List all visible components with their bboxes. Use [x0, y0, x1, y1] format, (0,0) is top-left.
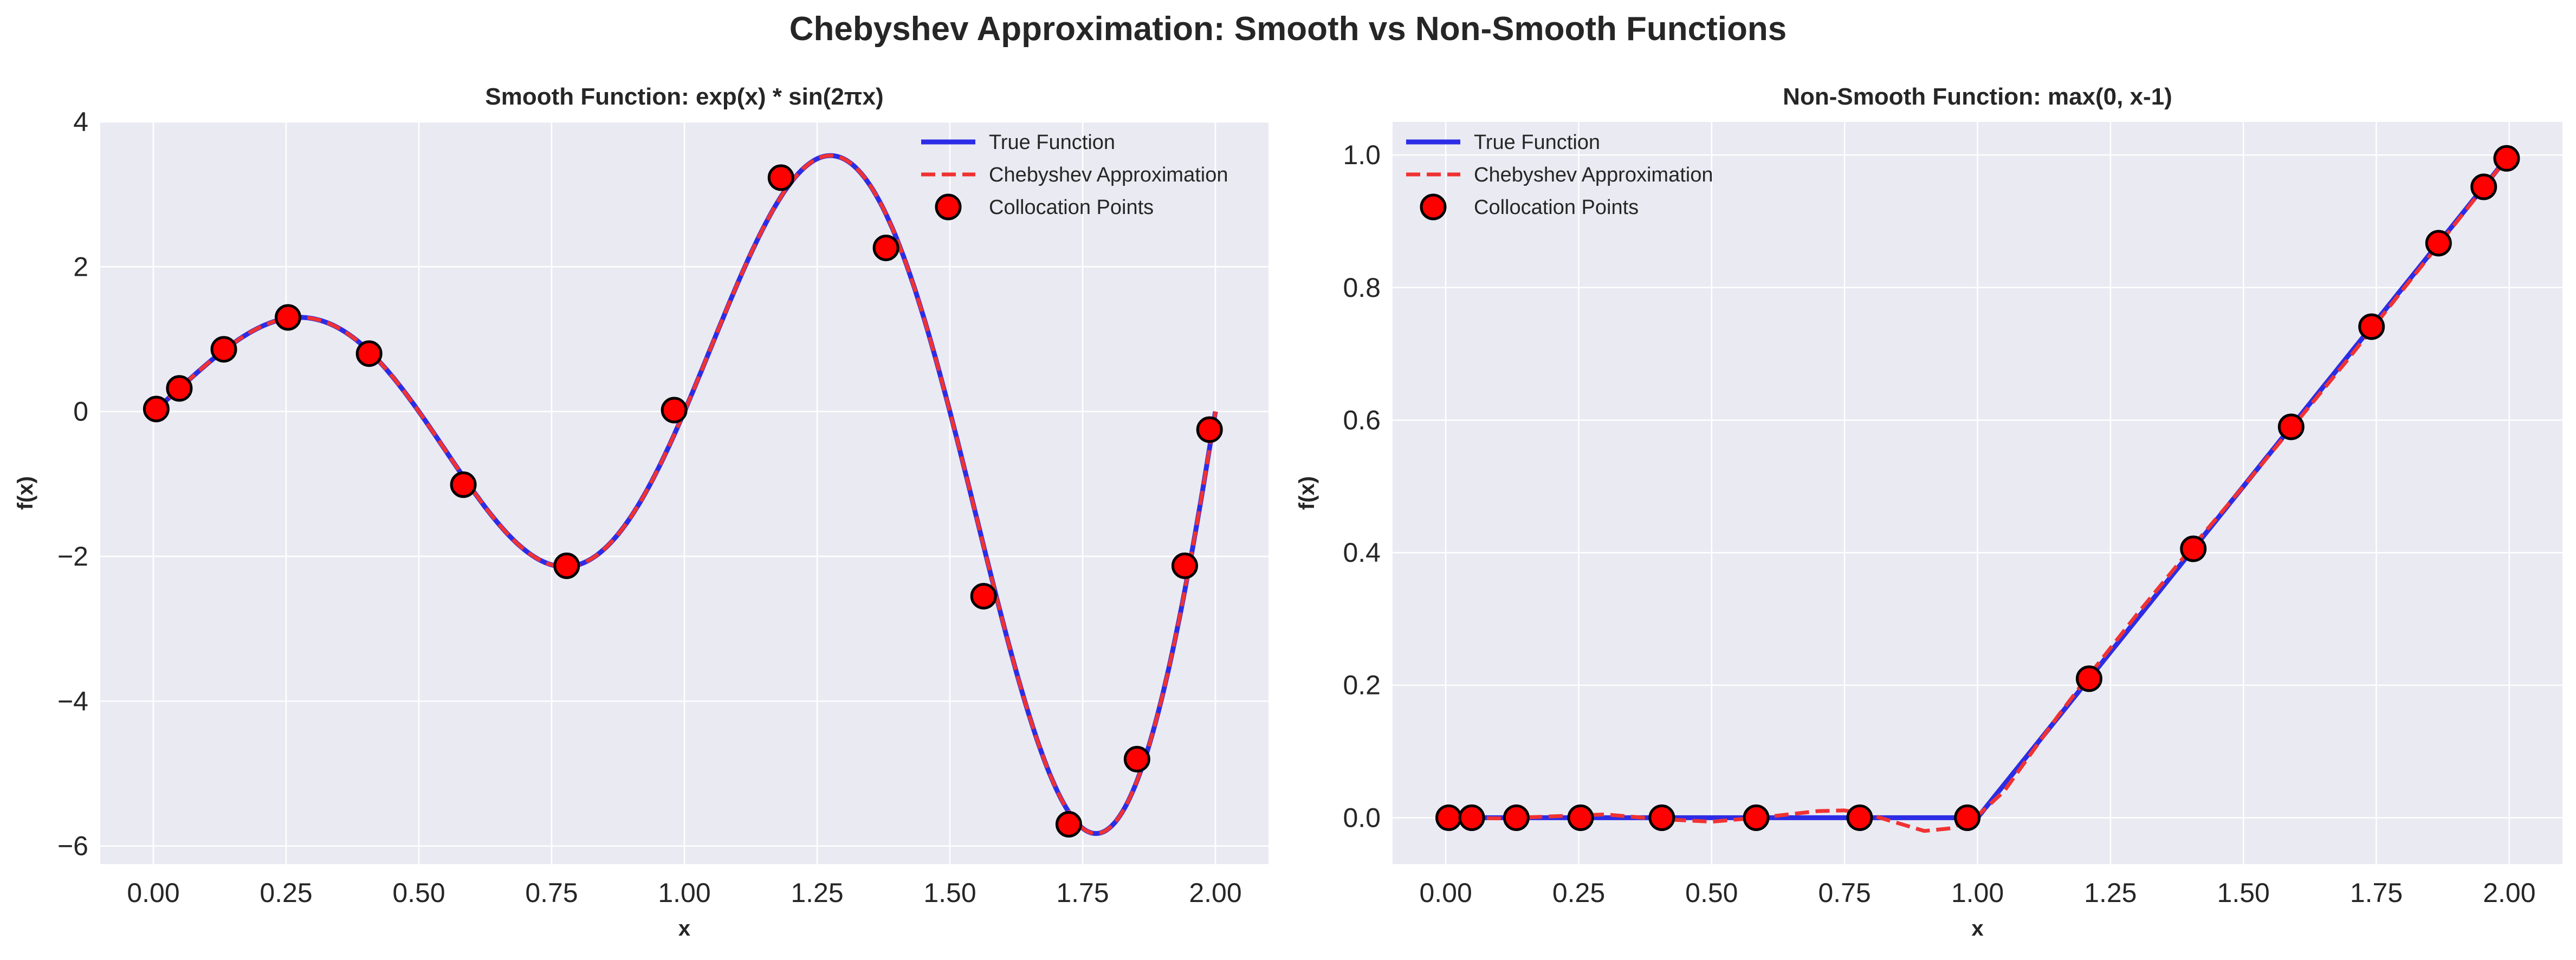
- collocation-point: [275, 304, 302, 331]
- collocation-point: [1196, 416, 1223, 443]
- collocation-point: [661, 397, 688, 424]
- legend-label: Chebyshev Approximation: [989, 164, 1228, 186]
- x-tick-label: 0.25: [260, 878, 312, 908]
- collocation-point: [2075, 665, 2102, 692]
- x-tick-label: 0.50: [1685, 878, 1738, 908]
- collocation-point: [2425, 230, 2452, 257]
- collocation-point: [2358, 313, 2385, 340]
- subplot-nonsmooth: 0.00 0.25 0.50 0.75 1.00 1.25 1.50 1.75 2.00 0.0 0…: [1295, 83, 2562, 940]
- collocation-point: [1435, 804, 1462, 831]
- collocation-point: [553, 552, 580, 579]
- collocation-point: [970, 582, 997, 609]
- x-tick-label: 1.00: [1951, 878, 2004, 908]
- x-tick-label: 2.00: [1189, 878, 1241, 908]
- collocation-point: [1123, 745, 1150, 773]
- y-tick-label: 1.0: [1343, 140, 1381, 170]
- legend-swatch-collocation: [935, 193, 962, 220]
- legend-label: Chebyshev Approximation: [1474, 164, 1713, 186]
- y-tick-label: 0.0: [1343, 802, 1381, 833]
- legend-label: Collocation Points: [1474, 196, 1639, 219]
- y-tick-label: 0.8: [1343, 273, 1381, 303]
- collocation-point: [1743, 804, 1770, 831]
- x-tick-label: 1.25: [791, 878, 843, 908]
- collocation-point: [1171, 552, 1198, 579]
- y-tick-label: −4: [57, 686, 88, 716]
- x-tick-label: 2.00: [2483, 878, 2535, 908]
- y-tick-label: 2: [73, 251, 88, 282]
- subplot-smooth: 0.00 0.25 0.50 0.75 1.00 1.25 1.50 1.75 2.00 −6 −4…: [14, 83, 1268, 940]
- collocation-point: [872, 235, 899, 262]
- x-tick-label: 0.50: [392, 878, 445, 908]
- collocation-point: [767, 164, 794, 191]
- y-tick-label: 0.4: [1343, 537, 1381, 568]
- collocation-point: [1055, 810, 1082, 838]
- legend-label: True Function: [1474, 131, 1600, 154]
- legend-label: True Function: [989, 131, 1115, 154]
- x-tick-label: 1.75: [2350, 878, 2403, 908]
- x-tick-label: 1.00: [658, 878, 710, 908]
- collocation-point: [166, 375, 193, 402]
- x-tick-label: 1.75: [1056, 878, 1109, 908]
- y-tick-label: 4: [73, 107, 88, 137]
- collocation-point: [1648, 804, 1675, 831]
- y-axis-label: f(x): [14, 476, 37, 510]
- legend-label: Collocation Points: [989, 196, 1154, 219]
- collocation-point: [143, 395, 170, 423]
- y-tick-label: 0: [73, 397, 88, 427]
- y-tick-label: 0.6: [1343, 405, 1381, 435]
- collocation-point: [2180, 535, 2207, 562]
- subplot-title: Smooth Function: exp(x) * sin(2πx): [485, 83, 883, 110]
- collocation-point: [2277, 413, 2305, 440]
- y-tick-label: −2: [57, 541, 88, 572]
- subplot-title: Non-Smooth Function: max(0, x-1): [1783, 83, 2172, 110]
- x-tick-label: 0.00: [127, 878, 179, 908]
- x-tick-label: 1.50: [923, 878, 976, 908]
- legend: True Function Chebyshev Approximation Coll…: [1406, 131, 1713, 220]
- collocation-point: [1567, 804, 1594, 831]
- x-tick-label: 0.00: [1419, 878, 1472, 908]
- y-axis-label: f(x): [1295, 476, 1319, 510]
- collocation-point: [210, 336, 237, 363]
- collocation-point: [1503, 804, 1530, 831]
- y-tick-label: 0.2: [1343, 670, 1381, 700]
- collocation-point: [2470, 173, 2497, 200]
- x-tick-label: 0.75: [1818, 878, 1870, 908]
- collocation-point: [1954, 804, 1981, 831]
- legend: True Function Chebyshev Approximation Coll…: [921, 131, 1228, 220]
- collocation-point: [1846, 804, 1873, 831]
- figure-suptitle: Chebyshev Approximation: Smooth vs Non-S…: [789, 10, 1787, 48]
- x-tick-label: 0.75: [525, 878, 578, 908]
- x-axis-label: x: [678, 917, 690, 940]
- x-tick-label: 1.25: [2084, 878, 2137, 908]
- y-tick-label: −6: [57, 831, 88, 861]
- x-axis-label: x: [1971, 917, 1983, 940]
- collocation-point: [2493, 145, 2520, 172]
- legend-swatch-collocation: [1420, 193, 1447, 220]
- x-tick-label: 1.50: [2217, 878, 2270, 908]
- collocation-point: [450, 471, 477, 498]
- collocation-point: [355, 340, 383, 367]
- collocation-point: [1458, 804, 1485, 831]
- series-chebyshev-approximation: [152, 153, 1218, 835]
- x-tick-label: 0.25: [1552, 878, 1605, 908]
